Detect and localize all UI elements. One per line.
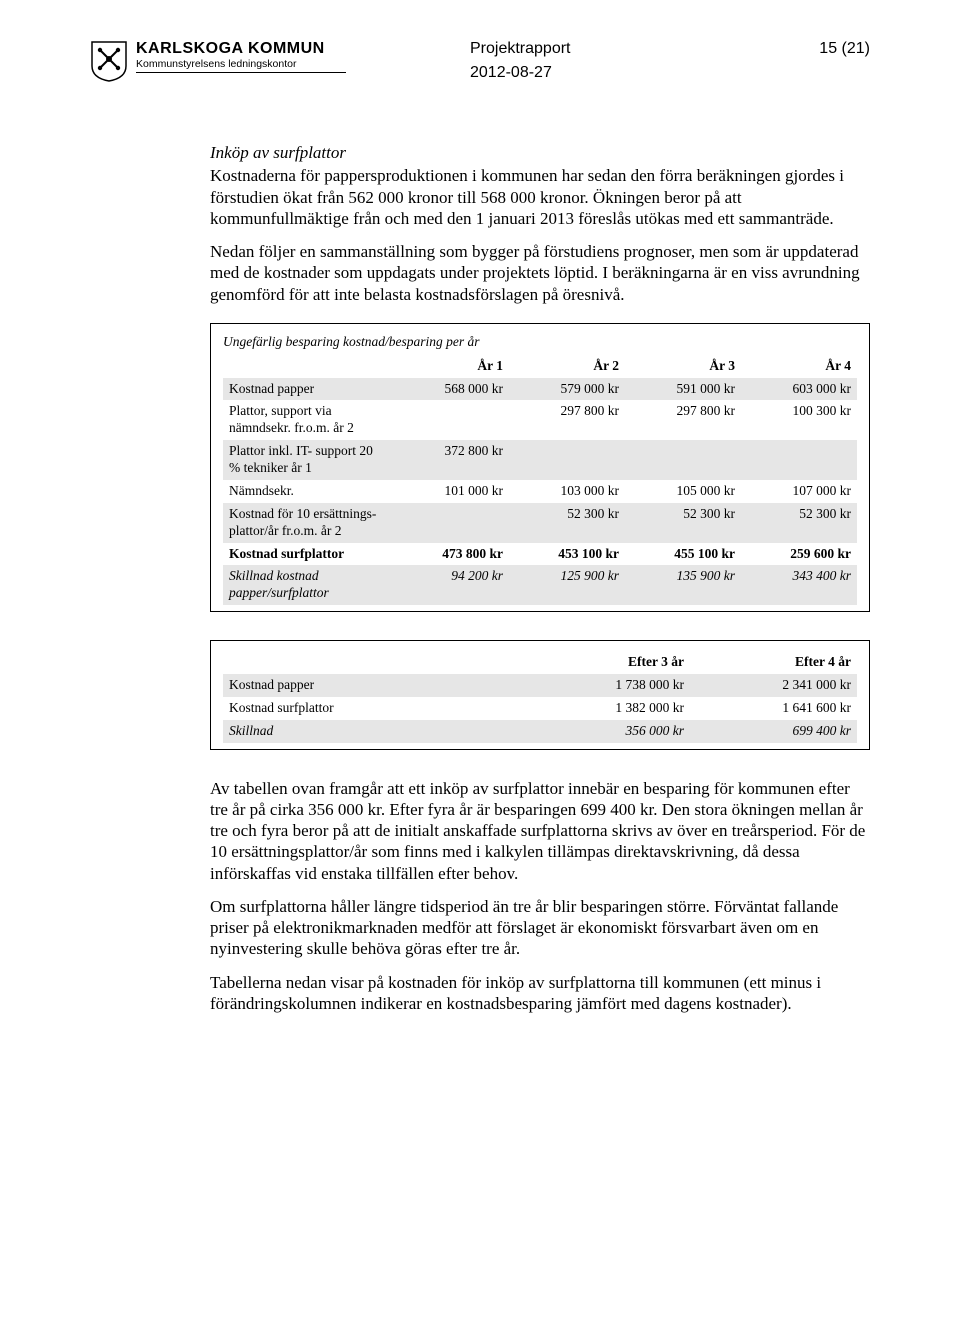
table-row: Nämndsekr.101 000 kr103 000 kr105 000 kr… — [223, 480, 857, 503]
cell: 52 300 kr — [741, 503, 857, 543]
savings-table-1: År 1År 2År 3År 4Kostnad papper568 000 kr… — [223, 355, 857, 606]
cell: 2 341 000 kr — [690, 674, 857, 697]
table-row: Kostnad för 10 ersättnings-plattor/år fr… — [223, 503, 857, 543]
table-box-2: Efter 3 årEfter 4 årKostnad papper1 738 … — [210, 640, 870, 750]
logo-block: KARLSKOGA KOMMUN Kommunstyrelsens lednin… — [90, 40, 470, 82]
row-label: Kostnad för 10 ersättnings-plattor/år fr… — [223, 503, 393, 543]
cell: 603 000 kr — [741, 378, 857, 401]
shield-icon — [90, 40, 128, 82]
cell: 297 800 kr — [509, 400, 625, 440]
page-number: 15 (21) — [819, 40, 870, 58]
cell: 103 000 kr — [509, 480, 625, 503]
cell: 1 641 600 kr — [690, 697, 857, 720]
table-row: Kostnad papper1 738 000 kr2 341 000 kr — [223, 674, 857, 697]
paragraph: Kostnaderna för pappersproduktionen i ko… — [210, 165, 870, 229]
table-header — [223, 355, 393, 378]
paragraph: Av tabellen ovan framgår att ett inköp a… — [210, 778, 870, 884]
row-label: Kostnad papper — [223, 378, 393, 401]
cell: 101 000 kr — [393, 480, 509, 503]
page-content: Inköp av surfplattor Kostnaderna för pap… — [210, 142, 870, 1014]
table-row: Plattor inkl. IT- support 20 % tekniker … — [223, 440, 857, 480]
cell: 591 000 kr — [625, 378, 741, 401]
table-row: Plattor, support via nämndsekr. fr.o.m. … — [223, 400, 857, 440]
paragraph: Tabellerna nedan visar på kostnaden för … — [210, 972, 870, 1015]
paragraph: Om surfplattorna håller längre tidsperio… — [210, 896, 870, 960]
cell — [625, 440, 741, 480]
org-unit: Kommunstyrelsens ledningskontor — [136, 58, 346, 73]
cell: 135 900 kr — [625, 565, 741, 605]
cell: 568 000 kr — [393, 378, 509, 401]
cell: 105 000 kr — [625, 480, 741, 503]
cell: 52 300 kr — [509, 503, 625, 543]
cell: 52 300 kr — [625, 503, 741, 543]
table-header: Efter 4 år — [690, 651, 857, 674]
row-label: Skillnad kostnad papper/surfplattor — [223, 565, 393, 605]
row-label: Skillnad — [223, 720, 523, 743]
table-row: Skillnad kostnad papper/surfplattor94 20… — [223, 565, 857, 605]
cell — [393, 400, 509, 440]
row-label: Kostnad surfplattor — [223, 697, 523, 720]
table-row: Kostnad surfplattor1 382 000 kr1 641 600… — [223, 697, 857, 720]
cell: 1 738 000 kr — [523, 674, 690, 697]
paragraph: Nedan följer en sammanställning som bygg… — [210, 241, 870, 305]
cell — [509, 440, 625, 480]
table-header: År 1 — [393, 355, 509, 378]
logo-text: KARLSKOGA KOMMUN Kommunstyrelsens lednin… — [136, 40, 346, 73]
cell: 343 400 kr — [741, 565, 857, 605]
row-label: Nämndsekr. — [223, 480, 393, 503]
row-label: Plattor inkl. IT- support 20 % tekniker … — [223, 440, 393, 480]
cell: 455 100 kr — [625, 543, 741, 566]
table-row: Kostnad papper568 000 kr579 000 kr591 00… — [223, 378, 857, 401]
cell — [393, 503, 509, 543]
table-row: Skillnad356 000 kr699 400 kr — [223, 720, 857, 743]
table-header: År 3 — [625, 355, 741, 378]
cell: 453 100 kr — [509, 543, 625, 566]
table-header: Efter 3 år — [523, 651, 690, 674]
row-label: Kostnad surfplattor — [223, 543, 393, 566]
savings-table-2: Efter 3 årEfter 4 årKostnad papper1 738 … — [223, 651, 857, 743]
table-row: Kostnad surfplattor473 800 kr453 100 kr4… — [223, 543, 857, 566]
cell: 579 000 kr — [509, 378, 625, 401]
cell: 107 000 kr — [741, 480, 857, 503]
cell: 125 900 kr — [509, 565, 625, 605]
row-label: Plattor, support via nämndsekr. fr.o.m. … — [223, 400, 393, 440]
org-name: KARLSKOGA KOMMUN — [136, 40, 346, 58]
cell: 100 300 kr — [741, 400, 857, 440]
doc-date: 2012-08-27 — [470, 64, 870, 82]
cell: 94 200 kr — [393, 565, 509, 605]
page-header: KARLSKOGA KOMMUN Kommunstyrelsens lednin… — [90, 40, 870, 82]
cell: 356 000 kr — [523, 720, 690, 743]
table-header — [223, 651, 523, 674]
table-header: År 2 — [509, 355, 625, 378]
cell: 1 382 000 kr — [523, 697, 690, 720]
doc-title: Projektrapport — [470, 40, 571, 58]
table-header: År 4 — [741, 355, 857, 378]
section-title: Inköp av surfplattor — [210, 142, 870, 163]
table-box-1: Ungefärlig besparing kostnad/besparing p… — [210, 323, 870, 612]
header-right: Projektrapport 15 (21) 2012-08-27 — [470, 40, 870, 82]
cell: 259 600 kr — [741, 543, 857, 566]
row-label: Kostnad papper — [223, 674, 523, 697]
cell: 473 800 kr — [393, 543, 509, 566]
cell: 297 800 kr — [625, 400, 741, 440]
cell: 699 400 kr — [690, 720, 857, 743]
table-caption: Ungefärlig besparing kostnad/besparing p… — [223, 334, 857, 351]
cell — [741, 440, 857, 480]
cell: 372 800 kr — [393, 440, 509, 480]
